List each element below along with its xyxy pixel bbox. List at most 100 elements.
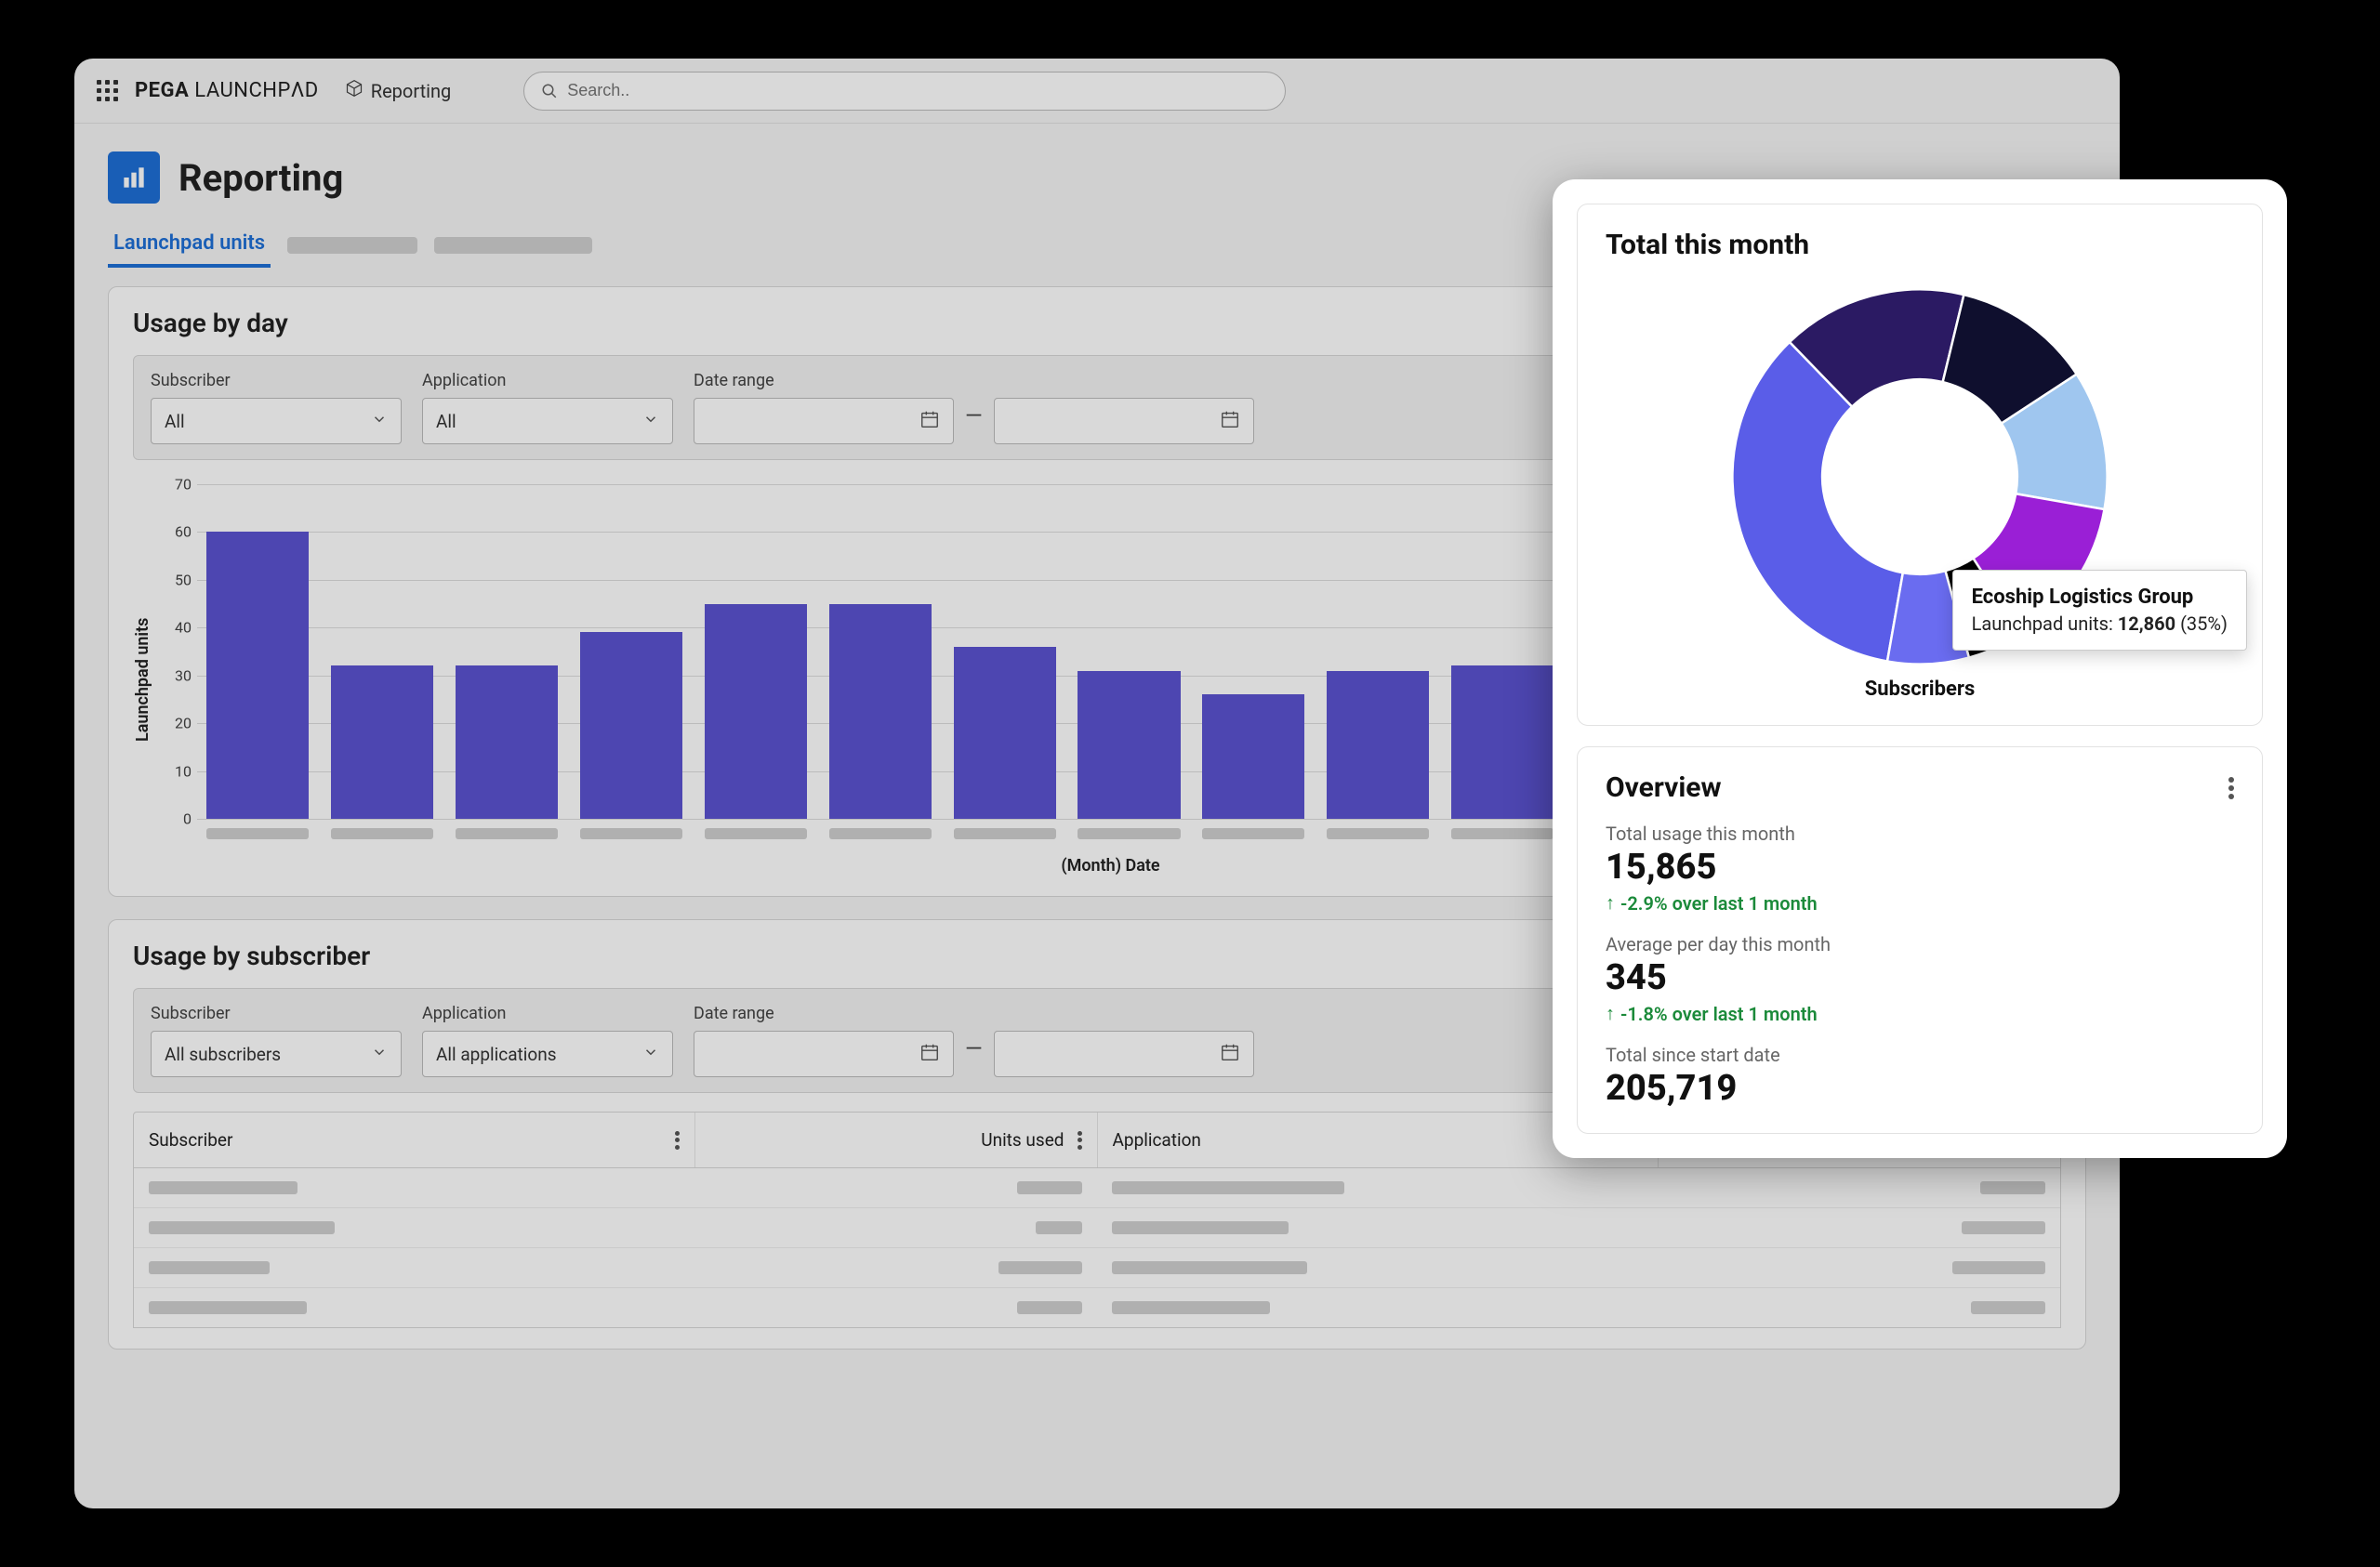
y-tick-label: 60 (160, 523, 192, 541)
x-tick-placeholder (1078, 828, 1180, 839)
chart-bar[interactable] (829, 604, 932, 819)
cell-placeholder (149, 1181, 298, 1194)
tooltip-metric: Launchpad units: 12,860 (35%) (1972, 612, 2228, 635)
table-row[interactable] (134, 1288, 2060, 1327)
donut-caption: Subscribers (1606, 678, 2234, 701)
search-input[interactable] (523, 72, 1286, 111)
cell-placeholder (1112, 1221, 1289, 1234)
chart-bar[interactable] (331, 665, 433, 819)
x-tick-placeholder (1451, 828, 1554, 839)
y-tick-label: 40 (160, 619, 192, 637)
chart-bar[interactable] (1327, 671, 1429, 819)
search-icon (541, 83, 558, 99)
cell-placeholder (149, 1261, 270, 1274)
metric-value: 15,865 (1606, 847, 2234, 888)
cell-placeholder (1017, 1181, 1082, 1194)
y-tick-label: 30 (160, 666, 192, 684)
apps-grid-icon[interactable] (97, 80, 118, 101)
overview-panel: Overview Total usage this month15,865 ↑-2… (1577, 746, 2263, 1134)
date-to-input[interactable] (994, 1031, 1254, 1077)
application-select[interactable]: All (422, 398, 673, 444)
table-row[interactable] (134, 1248, 2060, 1288)
panel-title: Overview (1606, 771, 1722, 804)
subscriber-select[interactable]: All subscribers (151, 1031, 402, 1077)
metric-trend: ↑-1.8% over last 1 month (1606, 1002, 2234, 1025)
y-tick-label: 0 (160, 810, 192, 828)
filter-label: Application (422, 1004, 673, 1023)
topbar: PEGA LAUNCHPΛD Reporting (74, 59, 2120, 124)
chart-bar[interactable] (1451, 665, 1554, 819)
total-month-panel: Total this month Ecoship Logistics Group… (1577, 204, 2263, 726)
x-tick-placeholder (705, 828, 807, 839)
chart-bar[interactable] (580, 632, 682, 819)
arrow-up-icon: ↑ (1606, 891, 1615, 915)
cell-placeholder (1962, 1221, 2045, 1234)
chart-bar[interactable] (1202, 694, 1304, 819)
filter-label: Subscriber (151, 371, 402, 390)
table-body (133, 1168, 2061, 1328)
tooltip-title: Ecoship Logistics Group (1972, 586, 2228, 609)
x-tick-placeholder (580, 828, 682, 839)
column-menu-icon[interactable] (675, 1131, 680, 1150)
chart-bar[interactable] (1078, 671, 1180, 819)
cell-placeholder (1112, 1261, 1307, 1274)
chart-bar[interactable] (206, 532, 309, 819)
summary-popover: Total this month Ecoship Logistics Group… (1553, 179, 2287, 1158)
chevron-down-icon (371, 411, 388, 432)
y-tick-label: 70 (160, 476, 192, 494)
application-select[interactable]: All applications (422, 1031, 673, 1077)
chevron-down-icon (642, 1044, 659, 1065)
calendar-icon (919, 1042, 940, 1066)
column-menu-icon[interactable] (1078, 1131, 1082, 1150)
cell-placeholder (149, 1221, 335, 1234)
chart-bar[interactable] (705, 604, 807, 819)
y-axis-label: Launchpad units (133, 484, 152, 876)
card-title: Usage by subscriber (133, 941, 370, 971)
range-dash: — (965, 1035, 983, 1073)
chevron-down-icon (642, 411, 659, 432)
x-tick-placeholder (331, 828, 433, 839)
cell-placeholder (1980, 1181, 2045, 1194)
page-title: Reporting (178, 156, 343, 200)
cell-placeholder (1017, 1301, 1082, 1314)
panel-menu-icon[interactable] (2228, 777, 2234, 799)
table-row[interactable] (134, 1208, 2060, 1248)
cell-placeholder (998, 1261, 1082, 1274)
filter-label: Application (422, 371, 673, 390)
chart-bar[interactable] (456, 665, 558, 819)
overview-metric: Total since start date205,719 (1606, 1044, 2234, 1109)
overview-metric: Total usage this month15,865 ↑-2.9% over … (1606, 823, 2234, 915)
subscriber-select[interactable]: All (151, 398, 402, 444)
x-tick-placeholder (206, 828, 309, 839)
filter-label: Subscriber (151, 1004, 402, 1023)
metric-trend: ↑-2.9% over last 1 month (1606, 891, 2234, 915)
y-tick-label: 20 (160, 715, 192, 732)
column-units-used[interactable]: Units used (695, 1113, 1098, 1167)
date-from-input[interactable] (694, 1031, 954, 1077)
context-label[interactable]: Reporting (345, 79, 452, 102)
calendar-icon (1220, 1042, 1240, 1066)
x-tick-placeholder (829, 828, 932, 839)
date-to-input[interactable] (994, 398, 1254, 444)
y-tick-label: 10 (160, 762, 192, 780)
tab-launchpad-units[interactable]: Launchpad units (108, 222, 271, 268)
tab-placeholder[interactable] (434, 237, 592, 254)
date-from-input[interactable] (694, 398, 954, 444)
column-subscriber[interactable]: Subscriber (134, 1113, 695, 1167)
chart-bar[interactable] (954, 647, 1056, 819)
chevron-down-icon (371, 1044, 388, 1065)
cell-placeholder (1952, 1261, 2045, 1274)
reporting-icon (108, 151, 160, 204)
cell-placeholder (1036, 1221, 1082, 1234)
x-tick-placeholder (1202, 828, 1304, 839)
metric-value: 205,719 (1606, 1068, 2234, 1109)
metric-label: Total since start date (1606, 1044, 2234, 1066)
metric-label: Average per day this month (1606, 933, 2234, 955)
metric-label: Total usage this month (1606, 823, 2234, 845)
table-row[interactable] (134, 1168, 2060, 1208)
cell-placeholder (1112, 1181, 1344, 1194)
metric-value: 345 (1606, 957, 2234, 998)
card-title: Usage by day (133, 308, 288, 338)
arrow-up-icon: ↑ (1606, 1002, 1615, 1025)
tab-placeholder[interactable] (287, 237, 417, 254)
